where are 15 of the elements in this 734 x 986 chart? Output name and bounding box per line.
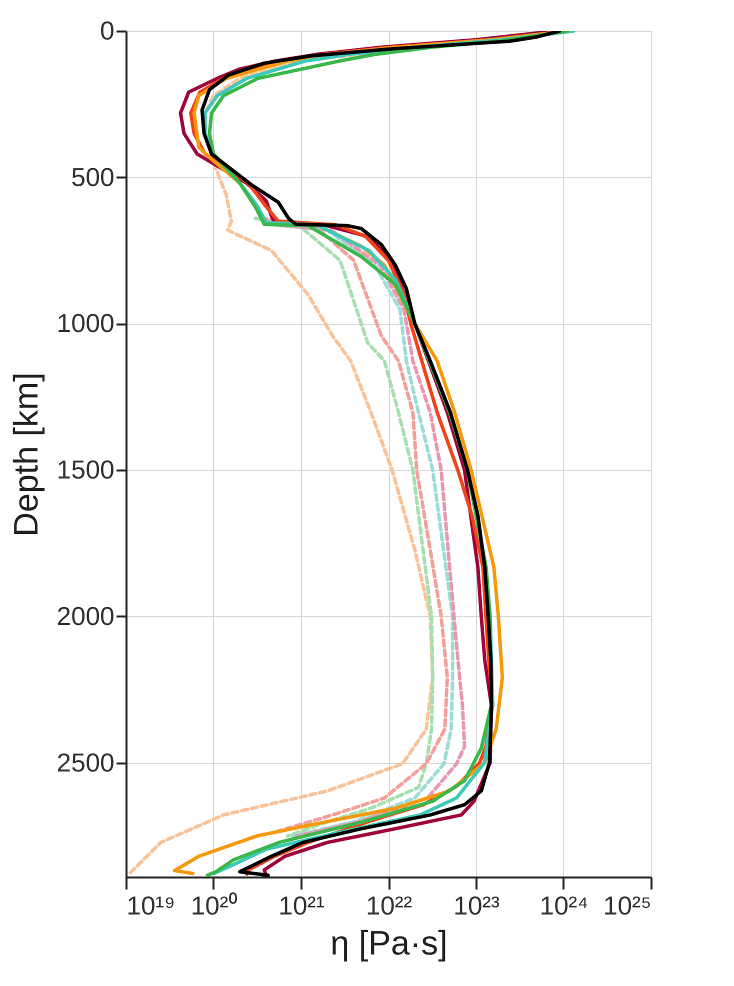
x-tick-label: 10²² [366, 890, 412, 920]
x-tick-label: 10¹⁹ [126, 890, 176, 920]
y-tick-label: 1500 [56, 454, 114, 485]
x-axis-title: η [Pa·s] [330, 924, 448, 962]
x-tick-label: 10²¹ [278, 890, 325, 920]
y-tick-label: 2000 [56, 600, 114, 631]
y-axis-title: Depth [km] [8, 372, 46, 537]
y-tick-label: 1000 [56, 308, 114, 338]
x-tick-label: 10²⁰ [190, 890, 238, 920]
x-tick-label: 10²⁴ [540, 890, 588, 920]
x-tick-label: 10²³ [453, 890, 500, 920]
y-tick-label: 2500 [56, 747, 114, 778]
y-tick-label: 500 [71, 162, 114, 192]
y-tick-label: 0 [100, 16, 114, 46]
x-tick-label: 10²⁵ [603, 890, 652, 920]
